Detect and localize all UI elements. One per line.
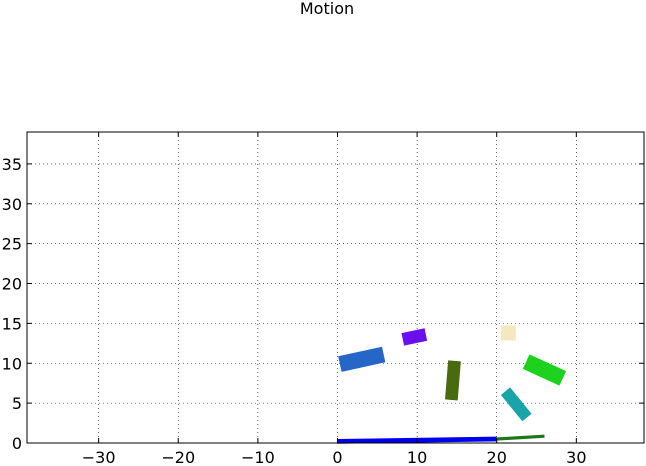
x-tick-label: 10 — [407, 448, 427, 466]
y-tick-label: 35 — [2, 155, 22, 174]
y-tick-label: 25 — [2, 235, 22, 254]
series-segment-7 — [500, 387, 532, 422]
x-tick-label: 30 — [566, 448, 586, 466]
axis-ticks — [27, 132, 644, 444]
plot-background — [27, 132, 644, 443]
series-segment-3 — [401, 328, 428, 346]
y-tick-label: 5 — [12, 394, 22, 413]
series-segment-6 — [522, 354, 567, 386]
x-tick-label: 0 — [332, 448, 342, 466]
series-segment-1 — [496, 434, 545, 441]
x-tick-label: −10 — [241, 448, 275, 466]
plot-frame — [26, 131, 645, 444]
series-segment-2 — [338, 346, 386, 372]
y-tick-label: 15 — [2, 314, 22, 333]
chart-title: Motion — [300, 0, 354, 18]
y-tick-label: 20 — [2, 275, 22, 294]
series-segment-4 — [444, 360, 461, 401]
y-tick-label: 30 — [2, 195, 22, 214]
y-tick-label: 10 — [2, 354, 22, 373]
y-tick-label: 0 — [12, 434, 22, 453]
x-tick-label: 20 — [487, 448, 507, 466]
x-tick-label: −30 — [82, 448, 116, 466]
tick-labels: −30 −20 −10 0 10 20 30 0 5 10 15 20 25 30 35 — [2, 155, 587, 466]
x-tick-label: −20 — [161, 448, 195, 466]
